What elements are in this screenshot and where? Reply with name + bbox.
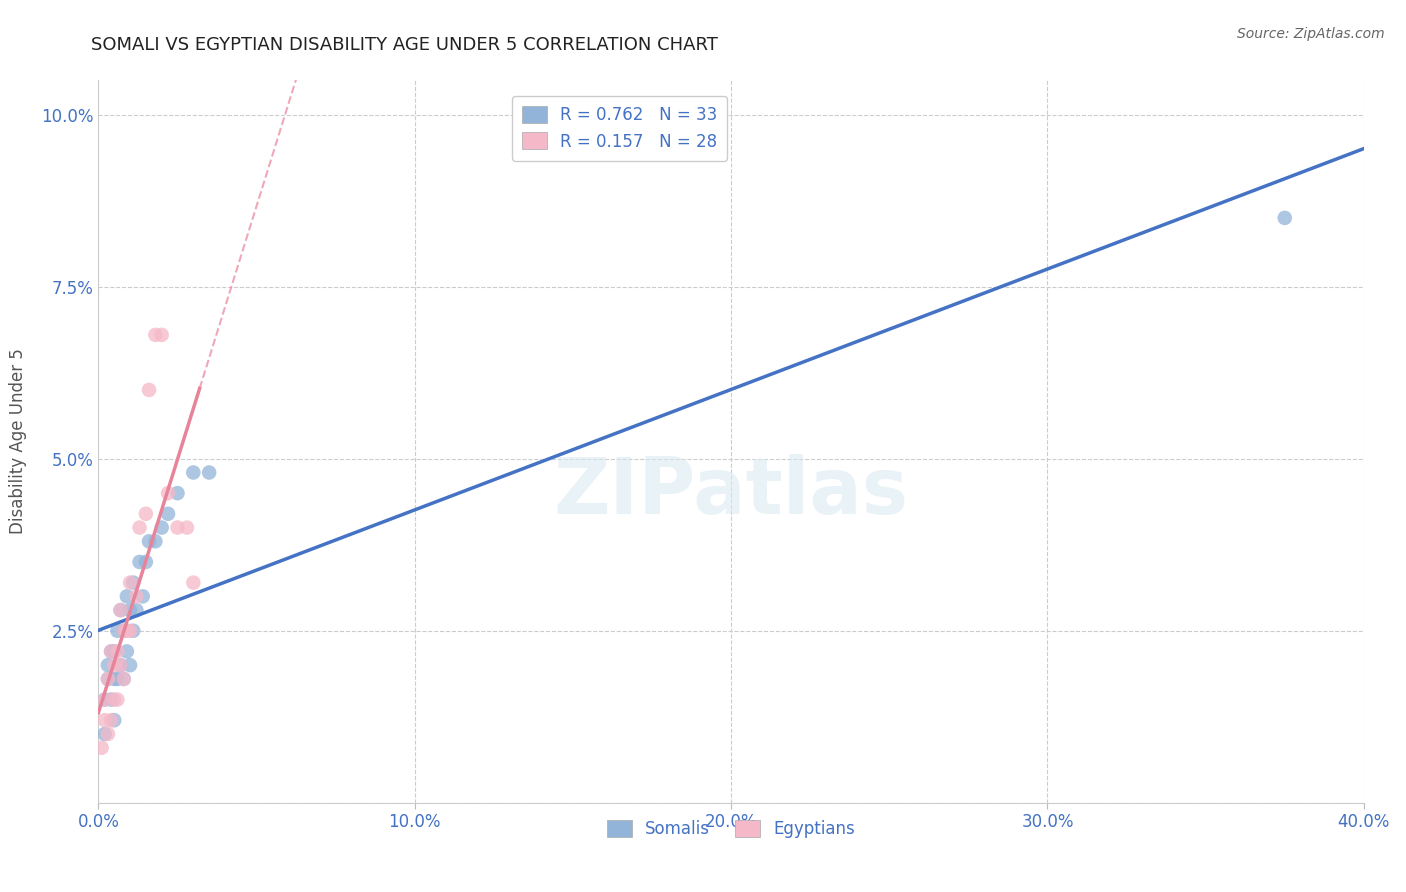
Text: ZIPatlas: ZIPatlas [554,454,908,530]
Point [138,383,160,397]
Point [128,555,150,569]
Point [1274,211,1296,225]
Point [115,644,138,658]
Point [100,644,122,658]
Point [157,486,180,500]
Point [125,603,148,617]
Point [100,713,122,727]
Point [103,658,125,673]
Point [120,603,141,617]
Point [112,672,135,686]
Point [103,672,125,686]
Point [120,575,141,590]
Point [103,713,125,727]
Point [112,672,135,686]
Point [97,672,120,686]
Point [90,740,112,755]
Point [176,520,198,534]
Point [122,575,145,590]
Point [107,692,129,706]
Point [110,658,132,673]
Legend: Somalis, Egyptians: Somalis, Egyptians [600,814,862,845]
Point [112,624,135,638]
Point [150,327,173,342]
Point [183,466,205,480]
Point [132,590,155,604]
Point [128,520,150,534]
Point [122,624,145,638]
Text: Source: ZipAtlas.com: Source: ZipAtlas.com [1237,27,1385,41]
Point [110,603,132,617]
Point [157,507,180,521]
Point [135,507,157,521]
Point [97,727,120,741]
Point [166,520,188,534]
Point [120,624,141,638]
Point [115,624,138,638]
Point [166,486,188,500]
Point [100,692,122,706]
Point [150,520,173,534]
Point [97,672,120,686]
Point [135,555,157,569]
Point [100,644,122,658]
Point [97,658,120,673]
Text: SOMALI VS EGYPTIAN DISABILITY AGE UNDER 5 CORRELATION CHART: SOMALI VS EGYPTIAN DISABILITY AGE UNDER … [91,36,718,54]
Point [107,644,129,658]
Point [198,466,221,480]
Point [120,658,141,673]
Point [107,624,129,638]
Point [138,534,160,549]
Point [107,672,129,686]
Point [112,624,135,638]
Point [93,692,117,706]
Point [145,327,166,342]
Point [93,713,117,727]
Point [183,575,205,590]
Point [103,644,125,658]
Point [125,590,148,604]
Point [93,727,117,741]
Point [145,534,166,549]
Point [103,692,125,706]
Point [93,692,117,706]
Point [110,658,132,673]
Y-axis label: Disability Age Under 5: Disability Age Under 5 [10,349,27,534]
Point [110,603,132,617]
Point [115,590,138,604]
